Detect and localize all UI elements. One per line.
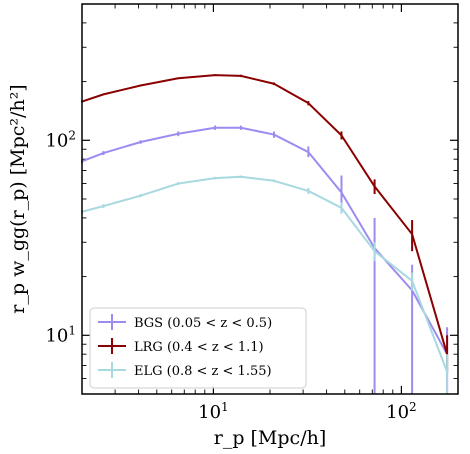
- x-tick-label: 101: [198, 400, 229, 423]
- x-tick-label: 102: [386, 400, 417, 423]
- plot-frame: [81, 3, 459, 395]
- legend-item: BGS (0.05 < z < 0.5): [98, 314, 272, 331]
- legend-item: ELG (0.8 < z < 1.55): [98, 362, 272, 379]
- y-tick-label: 102: [45, 128, 76, 151]
- legend-label: ELG (0.8 < z < 1.55): [134, 364, 272, 379]
- legend: BGS (0.05 < z < 0.5) LRG (0.4 < z < 1.1) E…: [89, 307, 307, 389]
- series-line: [81, 175, 449, 373]
- y-tick-label: 101: [45, 323, 76, 346]
- series-1: [81, 74, 449, 372]
- x-axis-label: r_p [Mpc/h]: [214, 427, 327, 449]
- legend-item: LRG (0.4 < z < 1.1): [98, 338, 264, 355]
- series-line: [81, 74, 449, 355]
- y-axis-label: r_p w_gg(r_p) [Mpc²/h²]: [7, 84, 29, 313]
- legend-label: BGS (0.05 < z < 0.5): [134, 316, 272, 331]
- legend-box: [89, 307, 307, 389]
- legend-label: LRG (0.4 < z < 1.1): [134, 340, 264, 355]
- series-layer: [81, 74, 449, 394]
- tick-labels-layer: 101 102 101 102: [45, 128, 416, 423]
